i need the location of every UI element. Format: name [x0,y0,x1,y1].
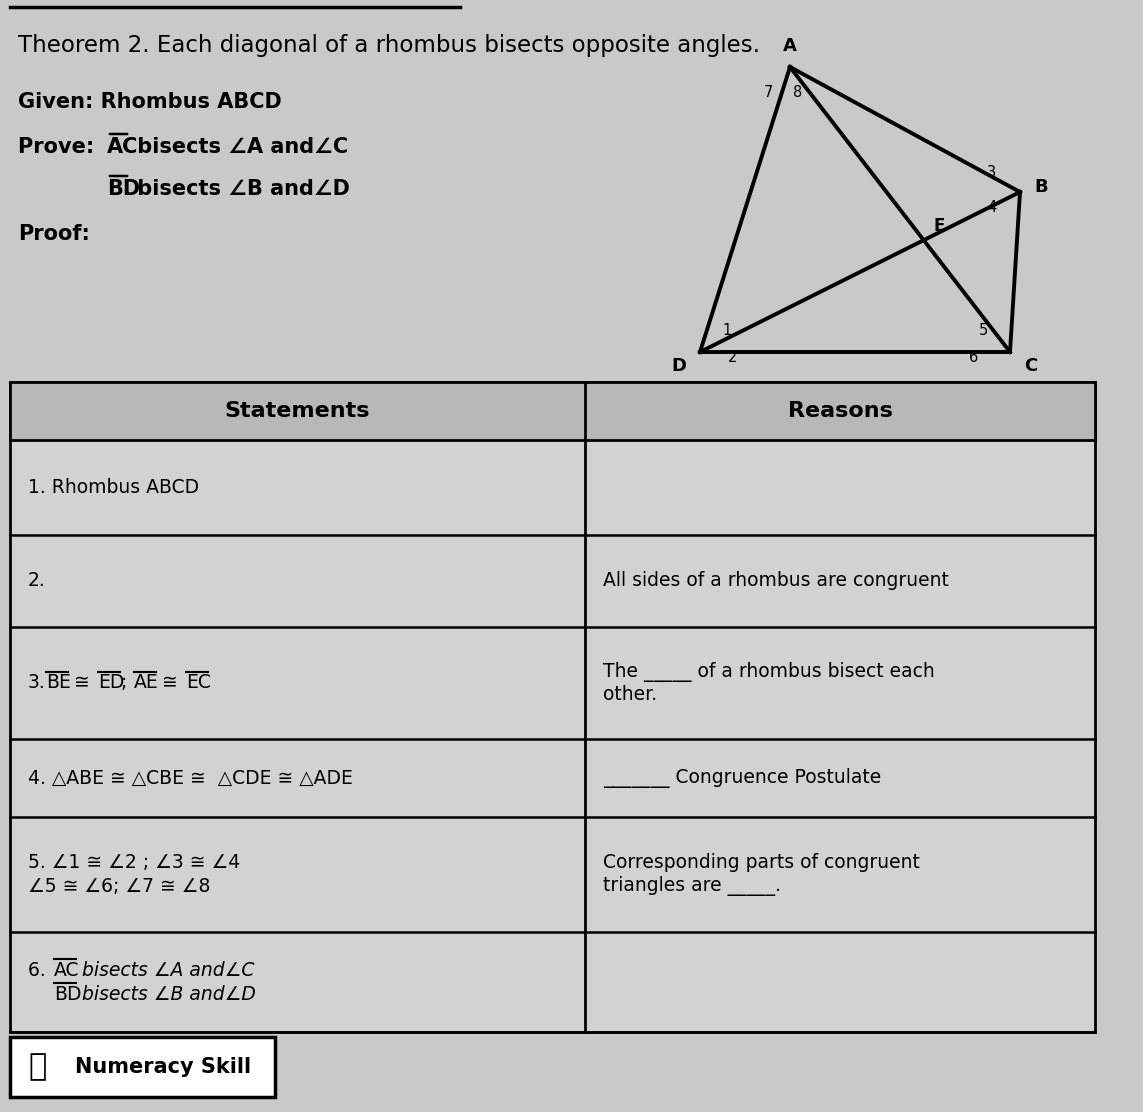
Text: Reasons: Reasons [788,401,893,421]
Bar [10,383,1095,1032]
Text: BD: BD [107,179,141,199]
Text: ;: ; [120,674,127,693]
Text: bisects ∠A and∠C: bisects ∠A and∠C [75,961,255,980]
Text: AC: AC [54,961,80,980]
Text: Theorem 2. Each diagonal of a rhombus bisects opposite angles.: Theorem 2. Each diagonal of a rhombus bi… [18,34,760,57]
Text: AE: AE [134,674,159,693]
Text: Statements: Statements [225,401,370,421]
Text: 1. Rhombus ABCD: 1. Rhombus ABCD [27,478,199,497]
Text: 5: 5 [978,322,988,338]
Text: bisects ∠A and∠C: bisects ∠A and∠C [130,137,349,157]
Text: Proof:: Proof: [18,224,90,244]
Text: triangles are _____.: triangles are _____. [604,876,781,896]
Text: Prove:: Prove: [18,137,102,157]
Text: The _____ of a rhombus bisect each: The _____ of a rhombus bisect each [604,662,935,682]
Text: BD: BD [54,984,81,1003]
Bar [10,383,1095,440]
Text: 2: 2 [728,350,737,365]
Text: bisects ∠B and∠D: bisects ∠B and∠D [130,179,350,199]
Text: 7: 7 [764,85,773,100]
Text: 2.: 2. [27,572,46,590]
Text: 4: 4 [988,200,997,215]
Text: Numeracy Skill: Numeracy Skill [75,1058,251,1078]
Text: A: A [783,37,797,54]
Bar [10,1037,275,1098]
Text: All sides of a rhombus are congruent: All sides of a rhombus are congruent [604,572,949,590]
Text: 6: 6 [969,350,978,365]
Text: Given: Rhombus ABCD: Given: Rhombus ABCD [18,92,282,112]
Text: AC: AC [107,137,138,157]
Text: C: C [1024,357,1037,375]
Text: _______ Congruence Postulate: _______ Congruence Postulate [604,768,881,788]
Text: EC: EC [186,674,210,693]
Text: bisects ∠B and∠D: bisects ∠B and∠D [75,984,256,1003]
Text: B: B [1034,178,1048,196]
Text: 1: 1 [722,322,732,338]
Text: E: E [934,217,945,235]
Text: 8: 8 [793,85,802,100]
Text: 3.: 3. [27,674,46,693]
Text: 🌳: 🌳 [27,1052,46,1082]
Text: 3: 3 [988,165,997,180]
Text: ED: ED [98,674,125,693]
Text: ∠5 ≅ ∠6; ∠7 ≅ ∠8: ∠5 ≅ ∠6; ∠7 ≅ ∠8 [27,877,210,896]
Text: 4. △ABE ≅ △CBE ≅  △CDE ≅ △ADE: 4. △ABE ≅ △CBE ≅ △CDE ≅ △ADE [27,768,353,787]
Text: 5. ∠1 ≅ ∠2 ; ∠3 ≅ ∠4: 5. ∠1 ≅ ∠2 ; ∠3 ≅ ∠4 [27,853,240,872]
Text: Corresponding parts of congruent: Corresponding parts of congruent [604,853,920,872]
Text: other.: other. [604,685,657,704]
Text: BE: BE [46,674,71,693]
Text: D: D [671,357,686,375]
Text: 6.: 6. [27,961,51,980]
Text: ≅: ≅ [155,674,184,693]
Text: ≅: ≅ [67,674,96,693]
